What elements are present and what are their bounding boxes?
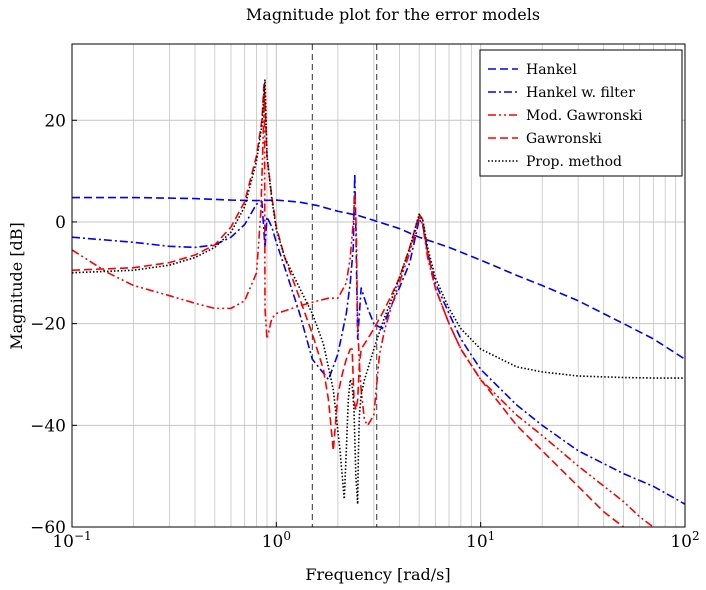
series-group: [72, 78, 685, 527]
y-tick-label: 20: [44, 111, 66, 131]
legend-label: Hankel: [526, 62, 577, 78]
series-line: [72, 83, 624, 527]
chart-title: Magnitude plot for the error models: [246, 5, 540, 24]
y-axis-ticks: −60 −40 −20 0 20: [30, 111, 77, 538]
legend-box: [479, 49, 683, 177]
grid: [71, 44, 685, 528]
legend-label: Gawronski: [526, 131, 602, 147]
x-axis-label: Frequency [rad/s]: [305, 565, 450, 584]
x-tick-label: 10−1: [52, 529, 91, 552]
series-line: [72, 196, 685, 360]
series-line: [72, 78, 685, 505]
x-tick-label: 102: [670, 529, 699, 552]
legend-label: Prop. method: [526, 154, 622, 170]
legend-label: Mod. Gawronski: [526, 108, 643, 124]
legend: Hankel Hankel w. filter Mod. Gawronski Gawr…: [479, 49, 683, 177]
legend-label: Hankel w. filter: [526, 85, 635, 101]
y-axis-label: Magnitude [dB]: [7, 222, 26, 350]
series-line: [72, 172, 685, 505]
x-axis-ticks: 10−1 100 101 102: [52, 522, 700, 552]
x-tick-label: 100: [262, 529, 291, 552]
plot-frame: [71, 43, 686, 528]
reference-lines: [311, 44, 378, 527]
y-tick-label: 0: [55, 213, 66, 233]
x-tick-label: 101: [466, 529, 495, 552]
y-tick-label: −40: [30, 416, 66, 436]
y-tick-label: −20: [30, 315, 66, 335]
y-tick-label: −60: [30, 518, 66, 538]
